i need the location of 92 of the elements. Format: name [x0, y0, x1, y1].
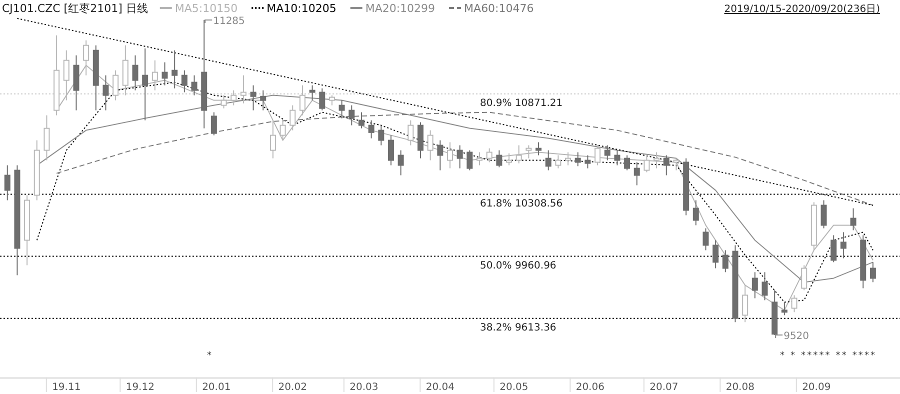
x-tick-label: 20.03 — [350, 382, 378, 393]
candlestick — [240, 74, 246, 104]
legend-label: MA5:10150 — [174, 2, 238, 15]
candlestick — [427, 130, 434, 161]
candlestick — [781, 302, 788, 316]
candlestick — [280, 120, 286, 141]
candlestick — [319, 88, 326, 111]
candlestick — [447, 142, 453, 169]
candlestick — [850, 208, 856, 231]
candlestick — [486, 148, 492, 163]
candlestick — [584, 154, 591, 169]
candlestick — [762, 272, 768, 301]
candlestick — [466, 150, 473, 171]
candlestick — [476, 152, 483, 166]
candlestick — [663, 154, 670, 176]
candlestick — [132, 54, 138, 91]
candlestick — [437, 140, 444, 171]
x-tick-label: 20.02 — [278, 382, 307, 393]
candlestick — [722, 250, 728, 273]
candlestick — [801, 264, 808, 291]
candlestick — [536, 142, 542, 156]
legend-label: MA60:10476 — [464, 2, 534, 15]
x-tick-label: 19.11 — [52, 382, 81, 393]
candlestick — [142, 48, 148, 121]
candlestick — [181, 70, 188, 93]
candlestick — [644, 154, 650, 173]
candlestick — [270, 120, 276, 159]
candlestick — [112, 70, 119, 101]
ref-line-label: 80.9% 10871.21 — [480, 98, 563, 109]
candlestick — [702, 228, 709, 251]
x-tick-label: 20.04 — [426, 382, 454, 393]
candlestick — [624, 154, 630, 171]
x-tick-label: 19.12 — [126, 382, 154, 393]
candlestick — [378, 124, 384, 146]
candlestick — [408, 120, 414, 146]
candlestick — [840, 232, 846, 259]
candlestick — [230, 90, 237, 106]
ref-line-label: 38.2% 9613.36 — [480, 322, 556, 334]
x-tick-label: 20.08 — [726, 382, 754, 393]
candlestick — [574, 152, 581, 167]
annotation: 11285 — [213, 16, 245, 27]
candlestick — [220, 94, 227, 109]
candlestick — [260, 90, 266, 111]
candlestick — [44, 114, 50, 161]
candlestick — [506, 152, 512, 166]
candlestick — [456, 144, 463, 169]
x-tick-label: 20.07 — [650, 382, 678, 393]
candlestick — [830, 234, 837, 263]
candlestick — [191, 74, 198, 96]
candlestick — [299, 84, 306, 116]
candlestick — [162, 62, 168, 86]
candlestick — [752, 272, 758, 299]
x-tick-label: 20.06 — [576, 382, 604, 393]
candlestick — [555, 154, 562, 169]
candlestick — [328, 94, 335, 106]
ref-line-label: 50.0% 9960.96 — [480, 260, 556, 272]
legend-label: MA20:10299 — [365, 2, 436, 15]
text: * * ***** ** **** — [780, 351, 876, 361]
candlestick — [614, 150, 620, 166]
candlestick — [870, 262, 876, 283]
candlestick — [673, 158, 680, 171]
x-tick-label: 20.05 — [500, 382, 528, 393]
candlestick — [516, 144, 522, 164]
candlestick — [102, 74, 109, 111]
candlestick — [545, 150, 552, 171]
candlestick — [309, 84, 316, 101]
candlestick — [250, 84, 256, 111]
candlestick — [565, 152, 572, 166]
candlestick — [290, 104, 296, 131]
candlestick — [388, 134, 394, 166]
candlestick — [368, 120, 374, 139]
candlestick — [594, 144, 601, 166]
candlestick — [4, 164, 10, 201]
candlestick — [526, 144, 532, 159]
annotation: 9520 — [784, 331, 810, 342]
chart-title: CJ101.CZC [红枣2101] 日线 — [2, 2, 148, 15]
legend-label: MA10:10205 — [266, 2, 336, 15]
x-tick-label: 20.09 — [802, 382, 831, 393]
candlestick — [820, 200, 827, 229]
candlestick — [712, 240, 719, 269]
candlestick — [496, 150, 502, 168]
candlestick — [172, 50, 178, 89]
text: * — [207, 351, 212, 361]
candlestick — [634, 162, 640, 186]
chart-subtitle: 2019/10/15-2020/09/20(236日) — [724, 4, 880, 15]
candlestick — [210, 112, 217, 136]
x-tick-label: 20.01 — [202, 382, 231, 393]
candlestick — [604, 144, 610, 161]
ref-line-label: 61.8% 10308.56 — [480, 198, 563, 210]
candlestick — [654, 152, 660, 169]
candlestick — [692, 200, 699, 226]
candlestick — [398, 150, 404, 176]
